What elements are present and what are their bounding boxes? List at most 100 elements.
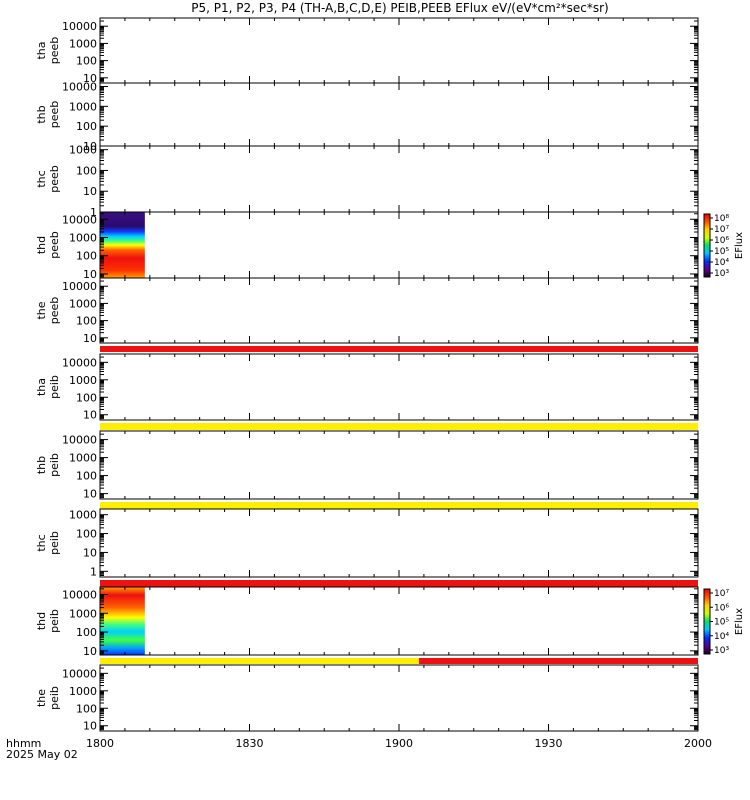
y-tick-label: 100: [76, 470, 97, 483]
colorbar-thd-peeb: [703, 213, 711, 278]
panel-ylabel-probe: tha: [35, 378, 48, 396]
colorbar-label: EFlux: [734, 608, 745, 635]
chart-title: P5, P1, P2, P3, P4 (TH-A,B,C,D,E) PEIB,P…: [191, 1, 609, 15]
colorbar-label: EFlux: [734, 232, 745, 259]
x-tick-label: 2000: [684, 737, 712, 750]
y-tick-label: 1000: [69, 297, 97, 310]
y-tick-label: 1: [90, 206, 97, 219]
panel-frame-thd-peib: [99, 586, 699, 656]
y-tick-label: 10000: [62, 20, 97, 33]
y-tick-label: 100: [76, 55, 97, 68]
y-tick-label: 100: [76, 626, 97, 639]
y-tick-label: 10: [83, 332, 97, 345]
colorbar-tick-label: 10⁴: [714, 258, 729, 268]
y-tick-label: 1000: [69, 144, 97, 157]
panel-ylabel-probe: the: [35, 301, 48, 319]
flag-bar-segment: [100, 658, 419, 664]
x-tick-label: 1930: [535, 737, 563, 750]
y-tick-label: 1: [90, 565, 97, 578]
panel-frame-thb-peeb: [99, 82, 699, 147]
colorbar-tick-label: 10³: [714, 269, 729, 279]
panel-ylabel-probe: thd: [35, 236, 48, 254]
y-tick-label: 10000: [62, 667, 97, 680]
panel-ylabel-product: peib: [48, 609, 61, 633]
panel-ylabel-probe: thc: [35, 534, 48, 551]
colorbar-tick-label: 10⁸: [714, 214, 729, 224]
y-tick-label: 10000: [62, 588, 97, 601]
x-tick-label: 1800: [86, 737, 114, 750]
y-tick-label: 100: [76, 164, 97, 177]
colorbar-thd-peib: [703, 588, 711, 655]
y-tick-label: 10: [83, 185, 97, 198]
y-tick-label: 1000: [69, 231, 97, 244]
y-tick-label: 100: [76, 120, 97, 133]
y-tick-label: 10: [83, 140, 97, 153]
y-tick-label: 1000: [69, 607, 97, 620]
colorbar-tick-label: 10⁷: [714, 589, 729, 599]
y-tick-label: 100: [76, 702, 97, 715]
flag-bar-segment: [418, 658, 698, 664]
y-tick-label: 10000: [62, 80, 97, 93]
panel-ylabel-product: peib: [48, 375, 61, 399]
y-tick-label: 10: [83, 409, 97, 422]
y-tick-label: 100: [76, 315, 97, 328]
colorbar-tick-label: 10⁶: [714, 236, 729, 246]
y-tick-label: 1000: [69, 685, 97, 698]
spectrogram-thd-peib: [100, 587, 145, 655]
x-tick-label: 1900: [385, 737, 413, 750]
x-axis-date-label: 2025 May 02: [6, 748, 78, 761]
panel-frame-tha-peeb: [99, 17, 699, 84]
panel-ylabel-product: peeb: [48, 231, 61, 259]
panel-frame-tha-peib: [99, 353, 699, 421]
y-tick-label: 10000: [62, 213, 97, 226]
panel-frame-the-peib: [99, 664, 699, 732]
panel-ylabel-probe: thc: [35, 170, 48, 187]
y-tick-label: 100: [76, 528, 97, 541]
x-axis-footer: hhmm 2025 May 02: [6, 738, 78, 760]
colorbar-tick-label: 10⁷: [714, 225, 729, 235]
colorbar-tick-label: 10⁴: [714, 632, 729, 642]
y-tick-label: 10: [83, 546, 97, 559]
panel-ylabel-probe: the: [35, 689, 48, 707]
colorbar-tick-label: 10⁵: [714, 247, 729, 257]
panel-ylabel-product: peib: [48, 686, 61, 710]
colorbar-tick-label: 10⁶: [714, 603, 729, 613]
y-tick-label: 10: [83, 720, 97, 733]
y-tick-label: 1000: [69, 37, 97, 50]
panel-ylabel-product: peeb: [48, 297, 61, 325]
flag-bar-segment: [100, 346, 698, 352]
spectrogram-thd-peeb: [100, 212, 145, 278]
y-tick-label: 100: [76, 250, 97, 263]
y-tick-label: 1000: [69, 452, 97, 465]
panel-ylabel-product: peeb: [48, 37, 61, 65]
x-tick-label: 1830: [236, 737, 264, 750]
panel-frame-thb-peib: [99, 430, 699, 500]
y-tick-label: 1000: [69, 100, 97, 113]
colorbar-tick-label: 10³: [714, 646, 729, 656]
panel-frame-thc-peib: [99, 508, 699, 578]
y-tick-label: 100: [76, 391, 97, 404]
panel-ylabel-product: peeb: [48, 165, 61, 193]
y-tick-label: 10: [83, 72, 97, 85]
y-tick-label: 1000: [69, 509, 97, 522]
y-tick-label: 10: [83, 645, 97, 658]
colorbar-tick-label: 10⁵: [714, 618, 729, 628]
y-tick-label: 10000: [62, 356, 97, 369]
panel-ylabel-probe: thb: [35, 456, 48, 474]
flag-bar-segment: [100, 502, 698, 509]
flag-bar-segment: [100, 580, 698, 587]
panel-ylabel-product: peib: [48, 453, 61, 477]
y-tick-label: 10000: [62, 280, 97, 293]
flag-bar-segment: [100, 423, 698, 430]
y-tick-label: 10: [83, 488, 97, 501]
y-tick-label: 1000: [69, 374, 97, 387]
panel-ylabel-probe: tha: [35, 41, 48, 59]
panel-ylabel-product: peeb: [48, 101, 61, 129]
y-tick-label: 10000: [62, 434, 97, 447]
x-axis-unit-label: hhmm: [6, 737, 42, 750]
y-tick-label: 10: [83, 268, 97, 281]
panel-ylabel-probe: thb: [35, 105, 48, 123]
panel-ylabel-product: peib: [48, 531, 61, 555]
panel-ylabel-probe: thd: [35, 612, 48, 630]
